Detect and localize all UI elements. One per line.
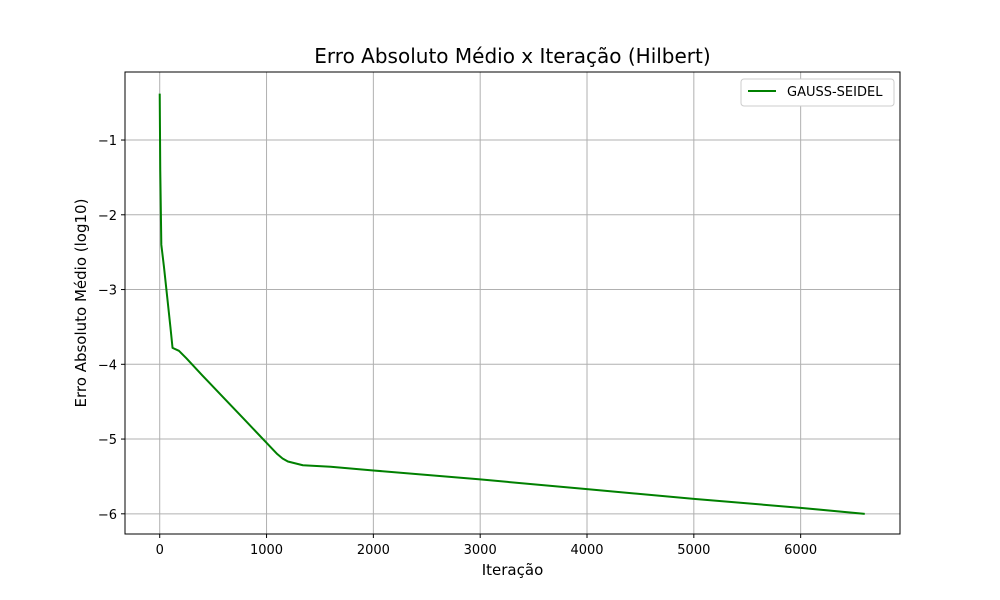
series-layer — [158, 93, 865, 515]
y-tick-label: −2 — [98, 209, 117, 224]
grid-lines — [125, 72, 900, 534]
chart-title: Erro Absoluto Médio x Iteração (Hilbert) — [314, 44, 710, 68]
x-axis-ticks: 0 1000 2000 3000 4000 5000 6000 — [156, 534, 817, 558]
x-tick-label: 5000 — [677, 543, 710, 558]
x-tick-label: 0 — [156, 543, 164, 558]
x-axis-label: Iteração — [482, 561, 544, 579]
series-line-gauss-seidel — [158, 93, 865, 515]
y-tick-label: −4 — [98, 358, 117, 373]
y-tick-label: −6 — [98, 508, 117, 523]
plot-frame — [124, 71, 901, 535]
x-tick-label: 6000 — [784, 543, 817, 558]
y-tick-label: −5 — [98, 433, 117, 448]
x-tick-label: 4000 — [570, 543, 603, 558]
x-tick-label: 3000 — [464, 543, 497, 558]
y-axis-label: Erro Absoluto Médio (log10) — [72, 199, 90, 408]
legend-label-gauss-seidel: GAUSS-SEIDEL — [787, 85, 883, 100]
legend-box — [740, 78, 895, 107]
x-tick-label: 1000 — [250, 543, 283, 558]
y-tick-label: −1 — [98, 134, 117, 149]
y-axis-ticks: −1 −2 −3 −4 −5 −6 — [98, 134, 125, 523]
y-tick-label: −3 — [98, 284, 117, 299]
legend: GAUSS-SEIDEL — [740, 78, 895, 107]
x-tick-label: 2000 — [357, 543, 390, 558]
